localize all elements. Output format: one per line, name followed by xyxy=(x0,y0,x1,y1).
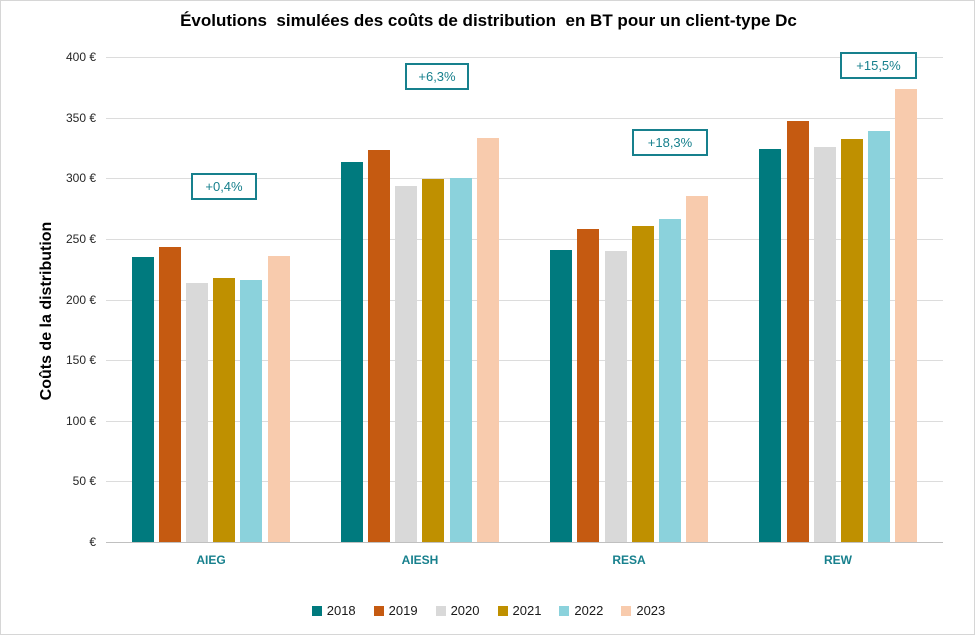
gridline xyxy=(106,360,943,361)
legend-swatch-icon xyxy=(559,605,570,616)
plot-area xyxy=(106,57,943,543)
legend-label: 2020 xyxy=(450,603,480,618)
legend: 2018 2019 2020 2021 2022 2023 xyxy=(1,603,974,618)
legend-item-2023: 2023 xyxy=(621,603,665,618)
bar-REW-2020 xyxy=(814,147,836,542)
bar-REW-2018 xyxy=(759,149,781,542)
gridline xyxy=(106,481,943,482)
y-tick-label: 100 € xyxy=(65,414,96,428)
gridline xyxy=(106,118,943,119)
legend-item-2021: 2021 xyxy=(497,603,542,618)
bar-RESA-2018 xyxy=(550,250,572,542)
bar-REW-2023 xyxy=(895,89,917,542)
gridline xyxy=(106,300,943,301)
bar-AIEG-2018 xyxy=(132,257,154,542)
y-tick-label: 150 € xyxy=(65,353,96,367)
annotation-RESA: +18,3% xyxy=(632,129,708,156)
gridline xyxy=(106,57,943,58)
bar-AIEG-2021 xyxy=(213,278,235,542)
legend-swatch-icon xyxy=(373,605,384,616)
y-tick-label: 300 € xyxy=(65,171,96,185)
annotation-AIESH: +6,3% xyxy=(405,63,469,90)
legend-label: 2022 xyxy=(574,603,604,618)
gridline xyxy=(106,421,943,422)
category-label-RESA: RESA xyxy=(612,553,646,567)
bar-REW-2022 xyxy=(868,131,890,542)
y-tick-label: € xyxy=(89,535,96,549)
gridline xyxy=(106,178,943,179)
bar-RESA-2023 xyxy=(686,196,708,542)
y-tick-label: 350 € xyxy=(65,111,96,125)
legend-swatch-icon xyxy=(621,605,632,616)
bar-AIESH-2019 xyxy=(368,150,390,542)
bar-AIEG-2019 xyxy=(159,247,181,542)
category-label-REW: REW xyxy=(824,553,852,567)
bar-RESA-2021 xyxy=(632,226,654,542)
bar-AIEG-2023 xyxy=(268,256,290,542)
legend-label: 2023 xyxy=(636,603,666,618)
bar-RESA-2019 xyxy=(577,229,599,542)
bar-AIEG-2022 xyxy=(240,280,262,542)
legend-swatch-icon xyxy=(311,605,322,616)
y-tick-label: 50 € xyxy=(72,474,96,488)
legend-label: 2018 xyxy=(326,603,356,618)
bar-AIEG-2020 xyxy=(186,283,208,542)
y-axis-title: Coûts de la distribution xyxy=(38,221,55,401)
category-label-AIEG: AIEG xyxy=(196,553,226,567)
legend-label: 2019 xyxy=(388,603,418,618)
legend-item-2019: 2019 xyxy=(373,603,418,618)
bar-AIESH-2018 xyxy=(341,162,363,542)
legend-label: 2021 xyxy=(512,603,542,618)
bar-REW-2019 xyxy=(787,121,809,542)
legend-item-2018: 2018 xyxy=(311,603,356,618)
annotation-AIEG: +0,4% xyxy=(191,173,257,200)
bar-REW-2021 xyxy=(841,139,863,542)
y-tick-label: 250 € xyxy=(65,232,96,246)
bar-AIESH-2020 xyxy=(395,186,417,542)
bar-AIESH-2023 xyxy=(477,138,499,542)
y-tick-label: 400 € xyxy=(65,50,96,64)
bar-AIESH-2022 xyxy=(450,178,472,542)
annotation-REW: +15,5% xyxy=(840,52,917,79)
chart-title: Évolutions simulées des coûts de distrib… xyxy=(180,11,797,30)
bar-RESA-2022 xyxy=(659,219,681,542)
bar-AIESH-2021 xyxy=(422,179,444,542)
y-tick-label: 200 € xyxy=(65,293,96,307)
category-label-AIESH: AIESH xyxy=(401,553,439,567)
bar-RESA-2020 xyxy=(605,251,627,542)
gridline xyxy=(106,542,943,543)
legend-swatch-icon xyxy=(497,605,508,616)
legend-item-2020: 2020 xyxy=(435,603,480,618)
legend-swatch-icon xyxy=(435,605,446,616)
legend-item-2022: 2022 xyxy=(559,603,603,618)
gridline xyxy=(106,239,943,240)
